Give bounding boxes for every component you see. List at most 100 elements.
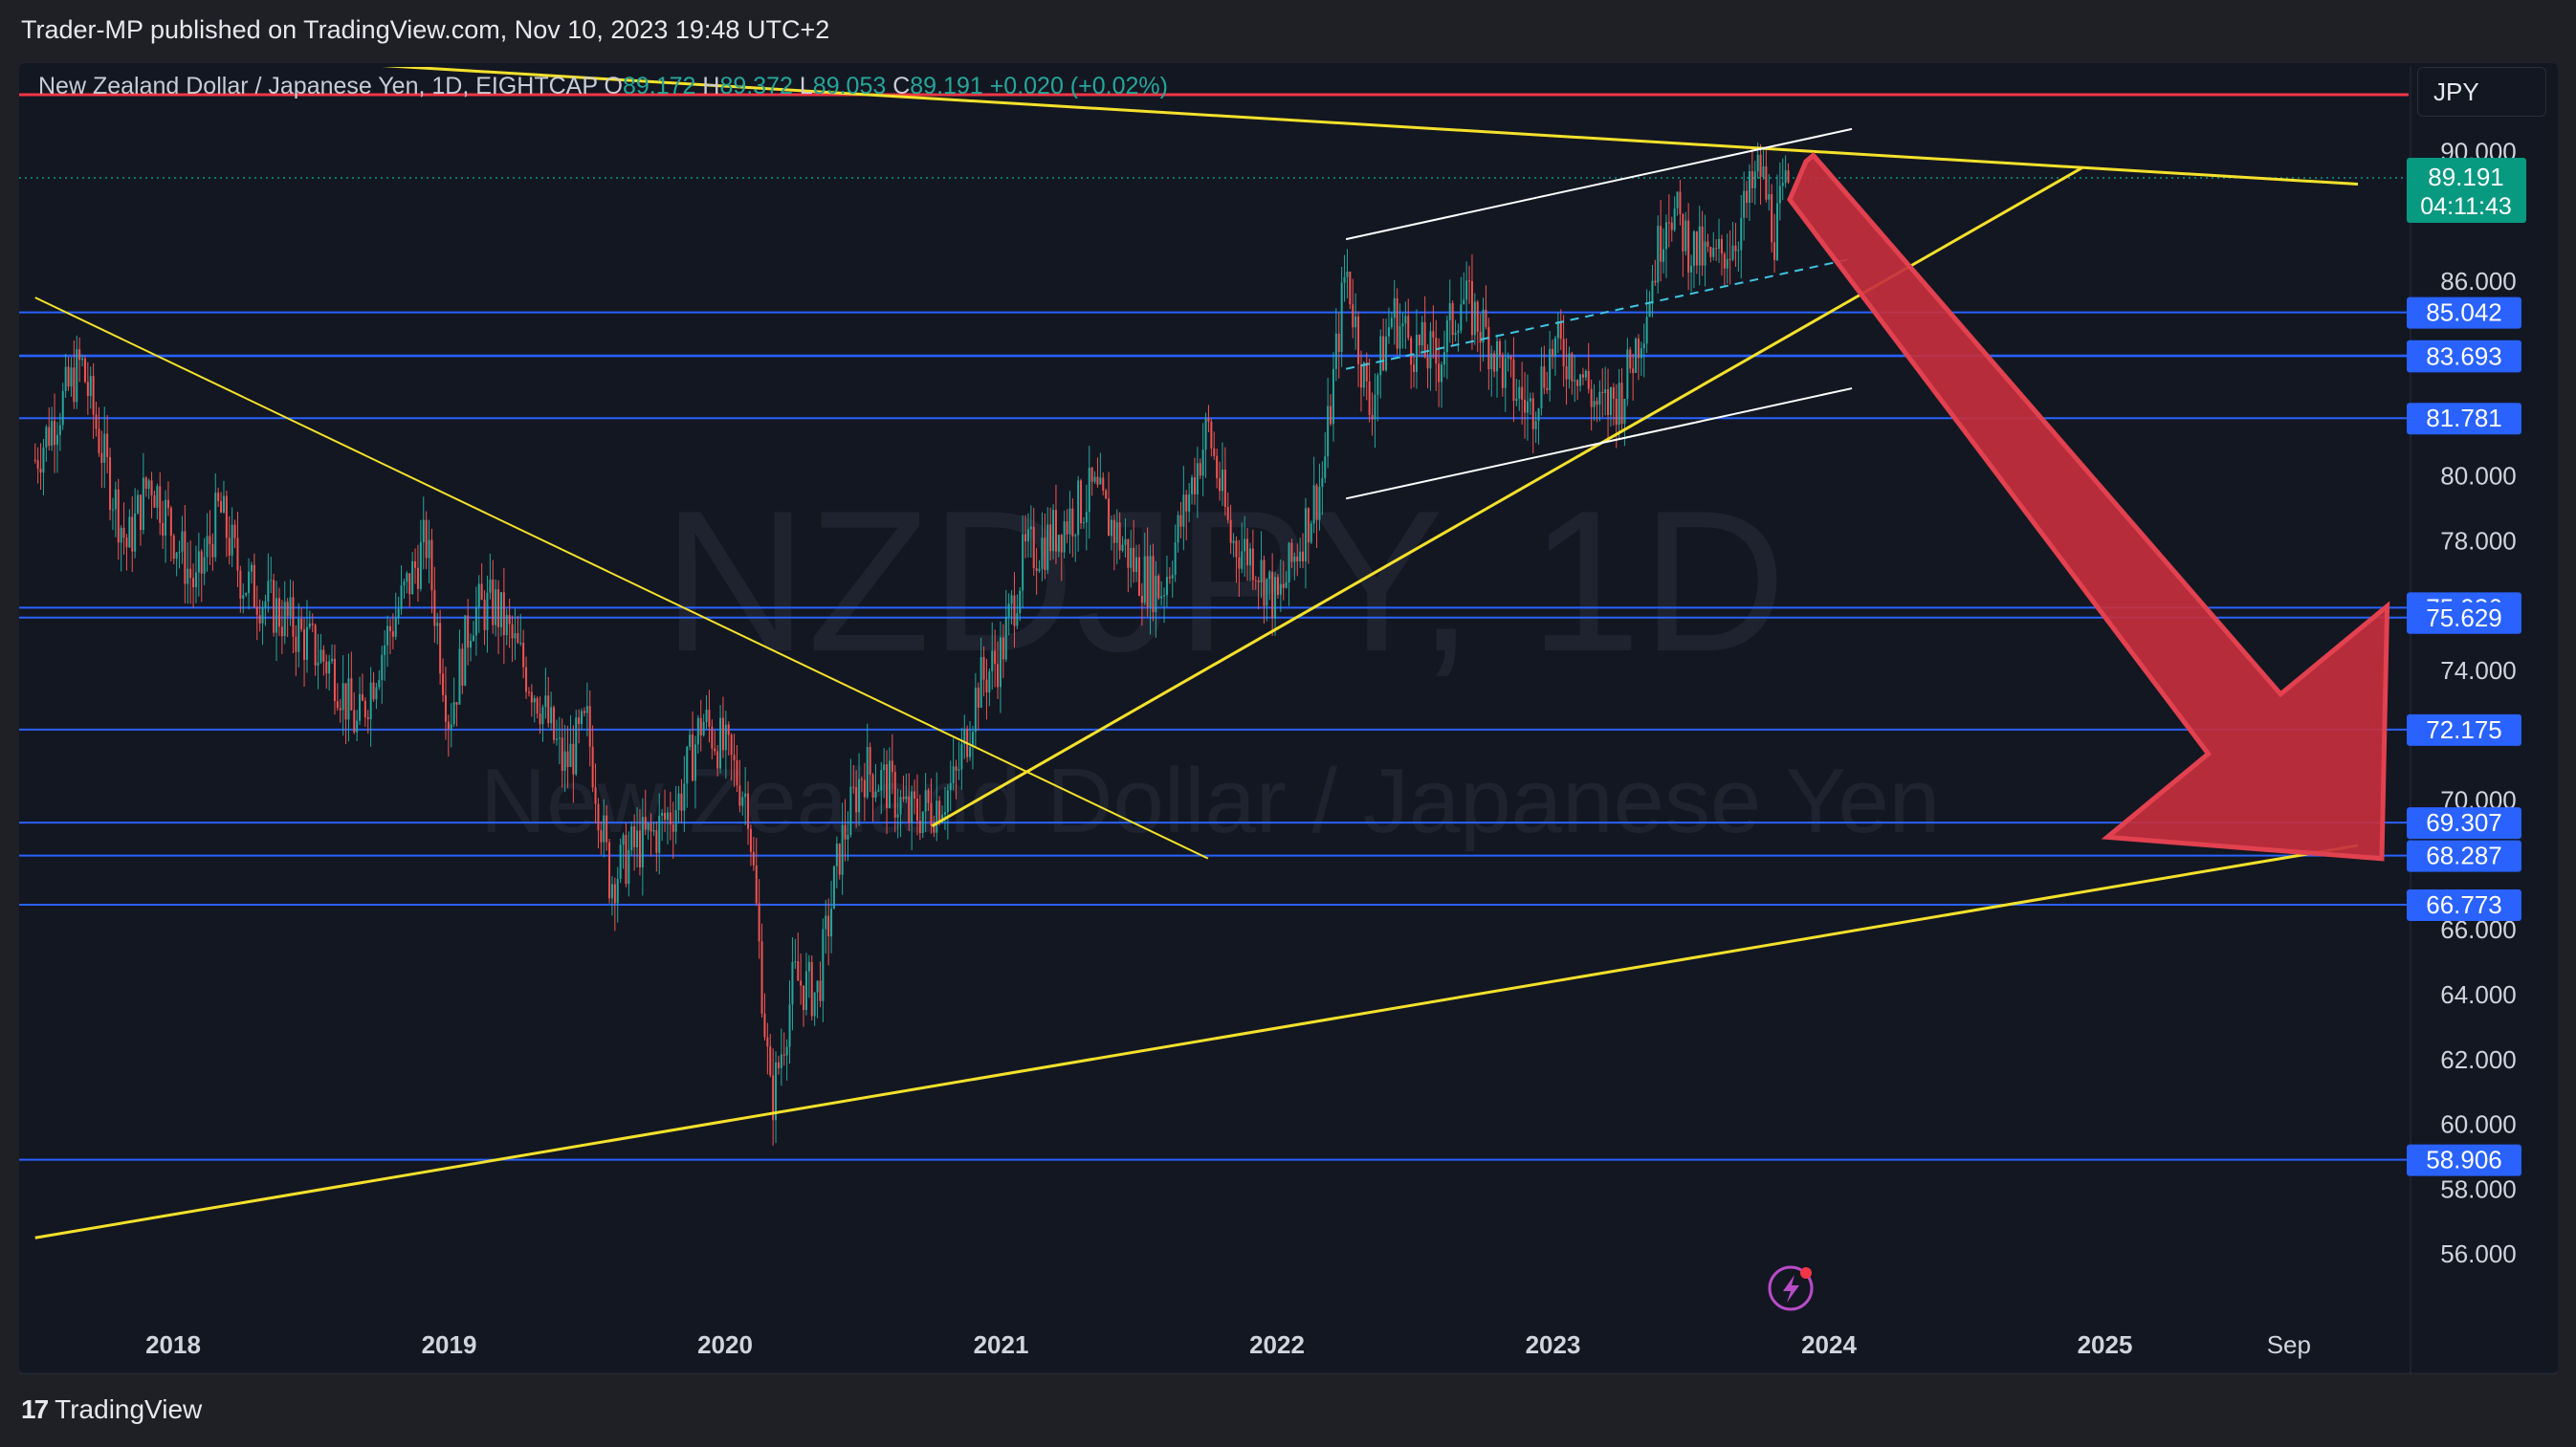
candle-body	[949, 782, 952, 791]
candle-body	[1454, 332, 1457, 336]
candle-body	[791, 961, 794, 1005]
candle-body	[109, 457, 112, 511]
price-tick-74.000: 74.000	[2440, 656, 2517, 685]
level-tag-69.307[interactable]	[2407, 807, 2521, 840]
candle-body	[1171, 575, 1174, 579]
candle-body	[1540, 366, 1543, 408]
level-tag-81.781[interactable]	[2407, 403, 2521, 435]
candle-body	[159, 486, 162, 523]
level-tag-85.042[interactable]	[2407, 296, 2521, 329]
candle-body	[472, 635, 474, 642]
candle-body	[830, 909, 833, 937]
currency-button[interactable]: JPY	[2417, 67, 2546, 117]
candle-body	[1118, 522, 1121, 551]
candle-body	[189, 568, 192, 579]
candle-body	[1662, 249, 1665, 262]
candle-body	[408, 573, 411, 595]
candle-body	[436, 623, 439, 626]
candle-body	[936, 800, 938, 833]
candle-body	[391, 631, 394, 637]
tradingview-logo[interactable]: 17 TradingView	[21, 1394, 202, 1425]
time-tick-2023: 2023	[1526, 1330, 1581, 1359]
time-tick-Sep: Sep	[2267, 1330, 2311, 1359]
candle-body	[375, 687, 378, 700]
candle-body	[78, 349, 81, 361]
candle-body	[153, 494, 156, 508]
candle-body	[1778, 186, 1781, 204]
candle-body	[89, 376, 92, 396]
candle-body	[1274, 577, 1277, 619]
candle-body	[1737, 250, 1740, 252]
down-arrow-drawing[interactable]	[1787, 151, 2390, 862]
lightning-icon[interactable]	[1768, 1265, 1814, 1311]
trendline-1[interactable]	[34, 296, 1209, 860]
candle-body	[705, 710, 708, 722]
candle-body	[366, 716, 369, 720]
candle-body	[1229, 519, 1232, 543]
candle-body	[905, 796, 908, 800]
level-tag-83.693[interactable]	[2407, 340, 2521, 373]
candle-body	[1438, 363, 1441, 383]
candle-body	[1007, 603, 1010, 617]
level-tag-text-85.042: 85.042	[2426, 298, 2502, 327]
candle-body	[492, 580, 495, 625]
candle-body	[1238, 557, 1241, 569]
candle-body	[797, 961, 800, 981]
candle-body	[430, 539, 433, 591]
candle-body	[1728, 258, 1731, 260]
candle-body	[714, 748, 716, 752]
candle-body	[782, 1054, 785, 1056]
candle-body	[489, 580, 492, 593]
candle-body	[1584, 370, 1587, 378]
candle-body	[1260, 559, 1263, 582]
candle-body	[971, 732, 974, 747]
candle-body	[1340, 282, 1343, 352]
candle-body	[325, 661, 328, 674]
current-price-tag[interactable]	[2407, 158, 2526, 224]
candle-body	[1407, 316, 1410, 339]
channel-line-5[interactable]	[1345, 387, 1853, 500]
candle-body	[1135, 557, 1138, 573]
candle-body	[242, 595, 245, 599]
candle-body	[1165, 577, 1168, 596]
trendline-0[interactable]	[35, 45, 2359, 186]
level-tag-68.287[interactable]	[2407, 840, 2521, 872]
level-tag-72.175[interactable]	[2407, 713, 2521, 746]
level-tag-58.906[interactable]	[2407, 1144, 2521, 1176]
chart-frame[interactable]	[19, 63, 2558, 1373]
candle-body	[425, 519, 428, 559]
candle-body	[64, 366, 67, 391]
candle-body	[228, 537, 231, 556]
trendline-3[interactable]	[34, 844, 2359, 1239]
candle-body	[416, 567, 419, 589]
candle-body	[341, 683, 344, 711]
level-tag-66.773[interactable]	[2407, 888, 2521, 921]
candle-body	[514, 633, 517, 639]
candle-body	[1476, 301, 1479, 332]
candle-body	[955, 766, 958, 771]
candle-body	[847, 834, 849, 840]
candle-body	[1282, 583, 1285, 588]
candle-body	[444, 694, 447, 722]
channel-mid-6[interactable]	[1345, 257, 1853, 370]
candle-body	[1498, 340, 1501, 356]
candle-body	[1315, 485, 1318, 520]
candle-body	[569, 743, 572, 767]
candle-body	[1137, 557, 1140, 596]
candle-body	[1077, 480, 1080, 536]
candle-body	[1140, 595, 1143, 603]
candle-body	[763, 1013, 766, 1038]
candle-body	[1404, 316, 1407, 324]
candle-body	[517, 633, 519, 644]
channel-line-4[interactable]	[1345, 127, 1853, 241]
candle-body	[297, 618, 300, 652]
candle-body	[1581, 374, 1584, 378]
level-tag-75.629[interactable]	[2407, 602, 2521, 634]
candle-body	[1546, 387, 1549, 391]
candle-body	[553, 707, 556, 740]
candle-body	[211, 543, 214, 558]
candle-body	[775, 1062, 778, 1121]
candle-body	[1332, 368, 1334, 425]
candle-body	[1271, 571, 1274, 619]
